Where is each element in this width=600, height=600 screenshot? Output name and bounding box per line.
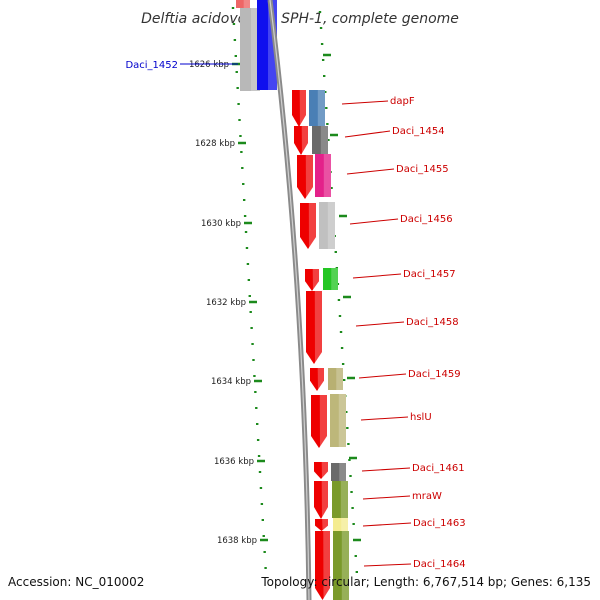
- gene-label: Daci_1463: [413, 518, 466, 529]
- cog-gene-bar-shade: [340, 481, 348, 518]
- gene-label: Daci_1464: [413, 559, 466, 570]
- topology-text: Topology: circular; Length: 6,767,514 bp…: [260, 575, 591, 589]
- gene-label: Daci_1457: [403, 269, 456, 280]
- cog-gene-bar-shade: [339, 463, 346, 481]
- forward-gene-shade: [308, 203, 316, 248]
- cog-gene-bar-shade: [341, 518, 348, 531]
- forward-gene-shade: [317, 368, 324, 390]
- gene-leader-line: [349, 218, 399, 225]
- cog-gene-bar: [323, 268, 338, 290]
- map-title: Delftia acidovorans SPH-1, complete geno…: [141, 11, 459, 27]
- forward-gene-shade: [299, 90, 306, 126]
- gene-label: dapF: [390, 96, 415, 107]
- forward-gene-shade: [305, 155, 313, 198]
- forward-gene-shade: [321, 481, 328, 518]
- gene-label: Daci_1452: [125, 60, 178, 71]
- outer-gene-bar: [236, 0, 250, 8]
- backbone: [267, 0, 312, 600]
- forward-gene-arrow: [294, 126, 308, 155]
- backbone-highlight: [269, 0, 310, 600]
- forward-gene-shade: [321, 462, 328, 478]
- cog-gene-bar: [328, 368, 343, 390]
- outer-gene-bar-shade: [243, 0, 250, 8]
- gene-leader-line: [341, 100, 389, 105]
- cog-gene-bar: [312, 126, 328, 154]
- forward-gene-arrow: [315, 531, 330, 600]
- forward-gene-arrow: [306, 291, 322, 364]
- cog-gene-bar-shade: [327, 202, 335, 249]
- kbp-label: 1636 kbp: [214, 457, 254, 467]
- kbp-label: 1626 kbp: [189, 60, 229, 70]
- cog-gene-bar: [315, 154, 331, 197]
- forward-gene-arrow: [315, 519, 328, 531]
- cog-gene-bar: [331, 463, 346, 481]
- outer-ticks: [231, 7, 267, 569]
- gene-features: [236, 0, 349, 600]
- cog-gene-bar-shade: [317, 90, 325, 126]
- accession-text: Accession: NC_010002: [8, 575, 144, 589]
- gene-labels: Daci_1452 dapF Daci_1454 Daci_1455 Daci_1456…: [125, 60, 465, 570]
- forward-gene-arrow: [314, 481, 328, 519]
- forward-gene-arrow: [305, 269, 319, 291]
- cog-gene-bar: [333, 518, 348, 531]
- gene-label: Daci_1459: [408, 369, 461, 380]
- cog-gene-bar: [330, 394, 346, 447]
- kbp-scale: 1626 kbp 1628 kbp 1630 kbp 1632 kbp 1634 kbp…: [189, 60, 268, 546]
- outer-gene-bar-shade: [251, 8, 260, 91]
- gene-leader-line: [362, 495, 411, 500]
- forward-gene-arrow: [314, 462, 328, 479]
- kbp-label: 1630 kbp: [201, 219, 241, 229]
- forward-gene-shade: [322, 519, 328, 530]
- gene-leader-line: [363, 563, 412, 567]
- cog-gene-bar-shade: [323, 154, 331, 197]
- cog-gene-bar: [309, 90, 325, 126]
- gene-leader-line: [352, 273, 402, 279]
- gene-label: Daci_1458: [406, 317, 459, 328]
- forward-gene-shade: [312, 269, 319, 290]
- forward-gene-shade: [301, 126, 308, 154]
- forward-gene-arrow: [297, 155, 313, 199]
- gene-label: mraW: [412, 491, 442, 502]
- gene-label: Daci_1456: [400, 214, 453, 225]
- cog-gene-bar: [333, 531, 349, 600]
- gene-leader-line: [346, 168, 395, 175]
- cog-gene-bar-shade: [338, 394, 346, 447]
- forward-gene-arrow: [311, 395, 327, 448]
- forward-gene-arrow: [310, 368, 324, 391]
- gene-leader-line: [362, 522, 412, 527]
- gene-leader-line: [360, 416, 409, 421]
- gene-leader-line: [361, 467, 411, 472]
- kbp-label: 1628 kbp: [195, 139, 235, 149]
- gene-label: Daci_1454: [392, 126, 445, 137]
- gene-label: Daci_1461: [412, 463, 465, 474]
- gene-leader-line: [355, 321, 405, 327]
- forward-gene-shade: [319, 395, 327, 447]
- cog-gene-bar-shade: [336, 368, 343, 390]
- outer-gene-bar: [240, 8, 260, 91]
- gene-label: Daci_1455: [396, 164, 449, 175]
- kbp-label: 1638 kbp: [217, 536, 257, 546]
- cog-gene-bar: [319, 202, 335, 249]
- forward-gene-arrow: [300, 203, 316, 249]
- cog-gene-bar-shade: [331, 268, 338, 290]
- cog-gene-bar-shade: [268, 0, 277, 90]
- kbp-label: 1632 kbp: [206, 298, 246, 308]
- cog-gene-bar-shade: [320, 126, 328, 154]
- forward-gene-shade: [323, 531, 330, 599]
- gene-label: hslU: [410, 412, 432, 423]
- kbp-label: 1634 kbp: [211, 377, 251, 387]
- forward-gene-shade: [314, 291, 322, 363]
- forward-gene-arrow: [292, 90, 306, 127]
- gene-leader-line: [358, 373, 407, 379]
- gene-leader-line: [344, 130, 391, 138]
- cog-gene-bar-shade: [341, 531, 349, 600]
- cog-gene-bar: [332, 481, 348, 518]
